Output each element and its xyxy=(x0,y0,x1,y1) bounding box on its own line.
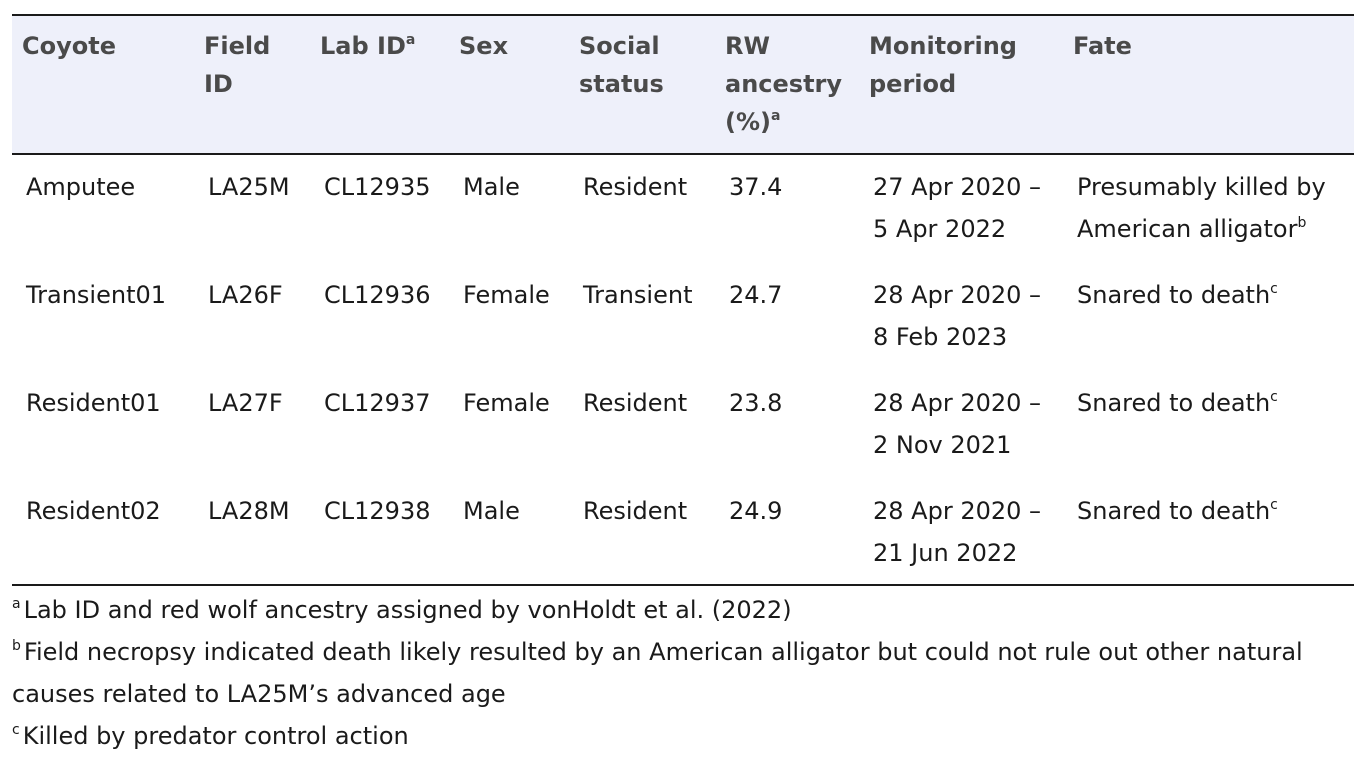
cell-monitoring-period: 28 Apr 2020 – 2 Nov 2021 xyxy=(873,389,1042,459)
cell-rw-ancestry: 24.7 xyxy=(729,281,783,309)
cell-field-id: LA28M xyxy=(194,479,310,586)
cell-coyote: Transient01 xyxy=(26,281,167,309)
header-coyote: Coyote xyxy=(12,14,194,155)
header-sex: Sex xyxy=(449,14,569,155)
cell-sex: Male xyxy=(463,173,520,201)
footnote-c: c Killed by predator control action xyxy=(12,715,1354,757)
cell-fate: Snared to deathc xyxy=(1077,281,1278,309)
header-row: Coyote Field ID Lab IDa Sex Social statu… xyxy=(12,14,1354,155)
header-rw-ancestry: RW ancestry (%)a xyxy=(715,14,859,155)
cell-fate: Snared to deathc xyxy=(1063,479,1354,586)
cell-coyote: Resident01 xyxy=(26,389,161,417)
cell-fate: Snared to deathc xyxy=(1077,389,1278,417)
table-container: Coyote Field ID Lab IDa Sex Social statu… xyxy=(12,14,1354,757)
footnote-text: Lab ID and red wolf ancestry assigned by… xyxy=(23,596,792,624)
cell-rw-ancestry: 24.9 xyxy=(715,479,859,586)
cell-monitoring-period: 28 Apr 2020 – 8 Feb 2023 xyxy=(873,281,1042,351)
cell-lab-id: CL12938 xyxy=(310,479,449,586)
footnote-mark: c xyxy=(1270,281,1278,297)
footnote-mark: a xyxy=(405,32,416,48)
cell-monitoring-period: 28 Apr 2020 – 21 Jun 2022 xyxy=(859,479,1063,586)
header-field-id: Field ID xyxy=(194,14,310,155)
cell-lab-id: CL12935 xyxy=(324,173,431,201)
header-social-status: Social status xyxy=(569,14,715,155)
cell-fate: Presumably killed by American alligatorb xyxy=(1077,173,1326,243)
footnote-text: Field necropsy indicated death likely re… xyxy=(12,638,1303,708)
footnote-mark: b xyxy=(1297,215,1307,231)
coyote-data-table: Coyote Field ID Lab IDa Sex Social statu… xyxy=(12,14,1354,586)
table-row: Transient01 LA26F CL12936 Female Transie… xyxy=(12,263,1354,371)
cell-field-id: LA26F xyxy=(208,281,283,309)
cell-sex: Female xyxy=(463,281,550,309)
cell-social-status: Resident xyxy=(569,479,715,586)
cell-lab-id: CL12937 xyxy=(324,389,431,417)
cell-sex: Male xyxy=(449,479,569,586)
footnote-a: a Lab ID and red wolf ancestry assigned b… xyxy=(12,589,1354,631)
table-row: Amputee LA25M CL12935 Male Resident 37.4… xyxy=(12,154,1354,263)
cell-field-id: LA25M xyxy=(208,173,290,201)
table-row: Resident02 LA28M CL12938 Male Resident 2… xyxy=(12,479,1354,586)
footnote-text: Killed by predator control action xyxy=(22,722,409,750)
cell-social-status: Resident xyxy=(583,173,688,201)
cell-monitoring-period: 27 Apr 2020 – 5 Apr 2022 xyxy=(873,173,1042,243)
header-lab-id: Lab IDa xyxy=(310,14,449,155)
table-body: Amputee LA25M CL12935 Male Resident 37.4… xyxy=(12,154,1354,586)
footnote-mark: c xyxy=(12,722,20,738)
header-monitoring-period: Monitoring period xyxy=(859,14,1063,155)
footnote-mark: c xyxy=(1270,497,1278,513)
footnote-b: b Field necropsy indicated death likely r… xyxy=(12,631,1354,715)
cell-coyote: Resident02 xyxy=(12,479,194,586)
cell-lab-id: CL12936 xyxy=(324,281,431,309)
footnote-mark: c xyxy=(1270,389,1278,405)
footnote-mark: a xyxy=(770,108,781,124)
cell-rw-ancestry: 37.4 xyxy=(729,173,783,201)
cell-social-status: Resident xyxy=(583,389,688,417)
header-fate: Fate xyxy=(1063,14,1354,155)
cell-coyote: Amputee xyxy=(26,173,136,201)
cell-field-id: LA27F xyxy=(208,389,283,417)
table-header: Coyote Field ID Lab IDa Sex Social statu… xyxy=(12,14,1354,155)
footnote-mark: a xyxy=(12,596,21,612)
cell-sex: Female xyxy=(463,389,550,417)
table-row: Resident01 LA27F CL12937 Female Resident… xyxy=(12,371,1354,479)
cell-social-status: Transient xyxy=(583,281,693,309)
footnote-mark: b xyxy=(12,638,21,654)
cell-rw-ancestry: 23.8 xyxy=(729,389,783,417)
table-footnotes: a Lab ID and red wolf ancestry assigned b… xyxy=(12,589,1354,757)
